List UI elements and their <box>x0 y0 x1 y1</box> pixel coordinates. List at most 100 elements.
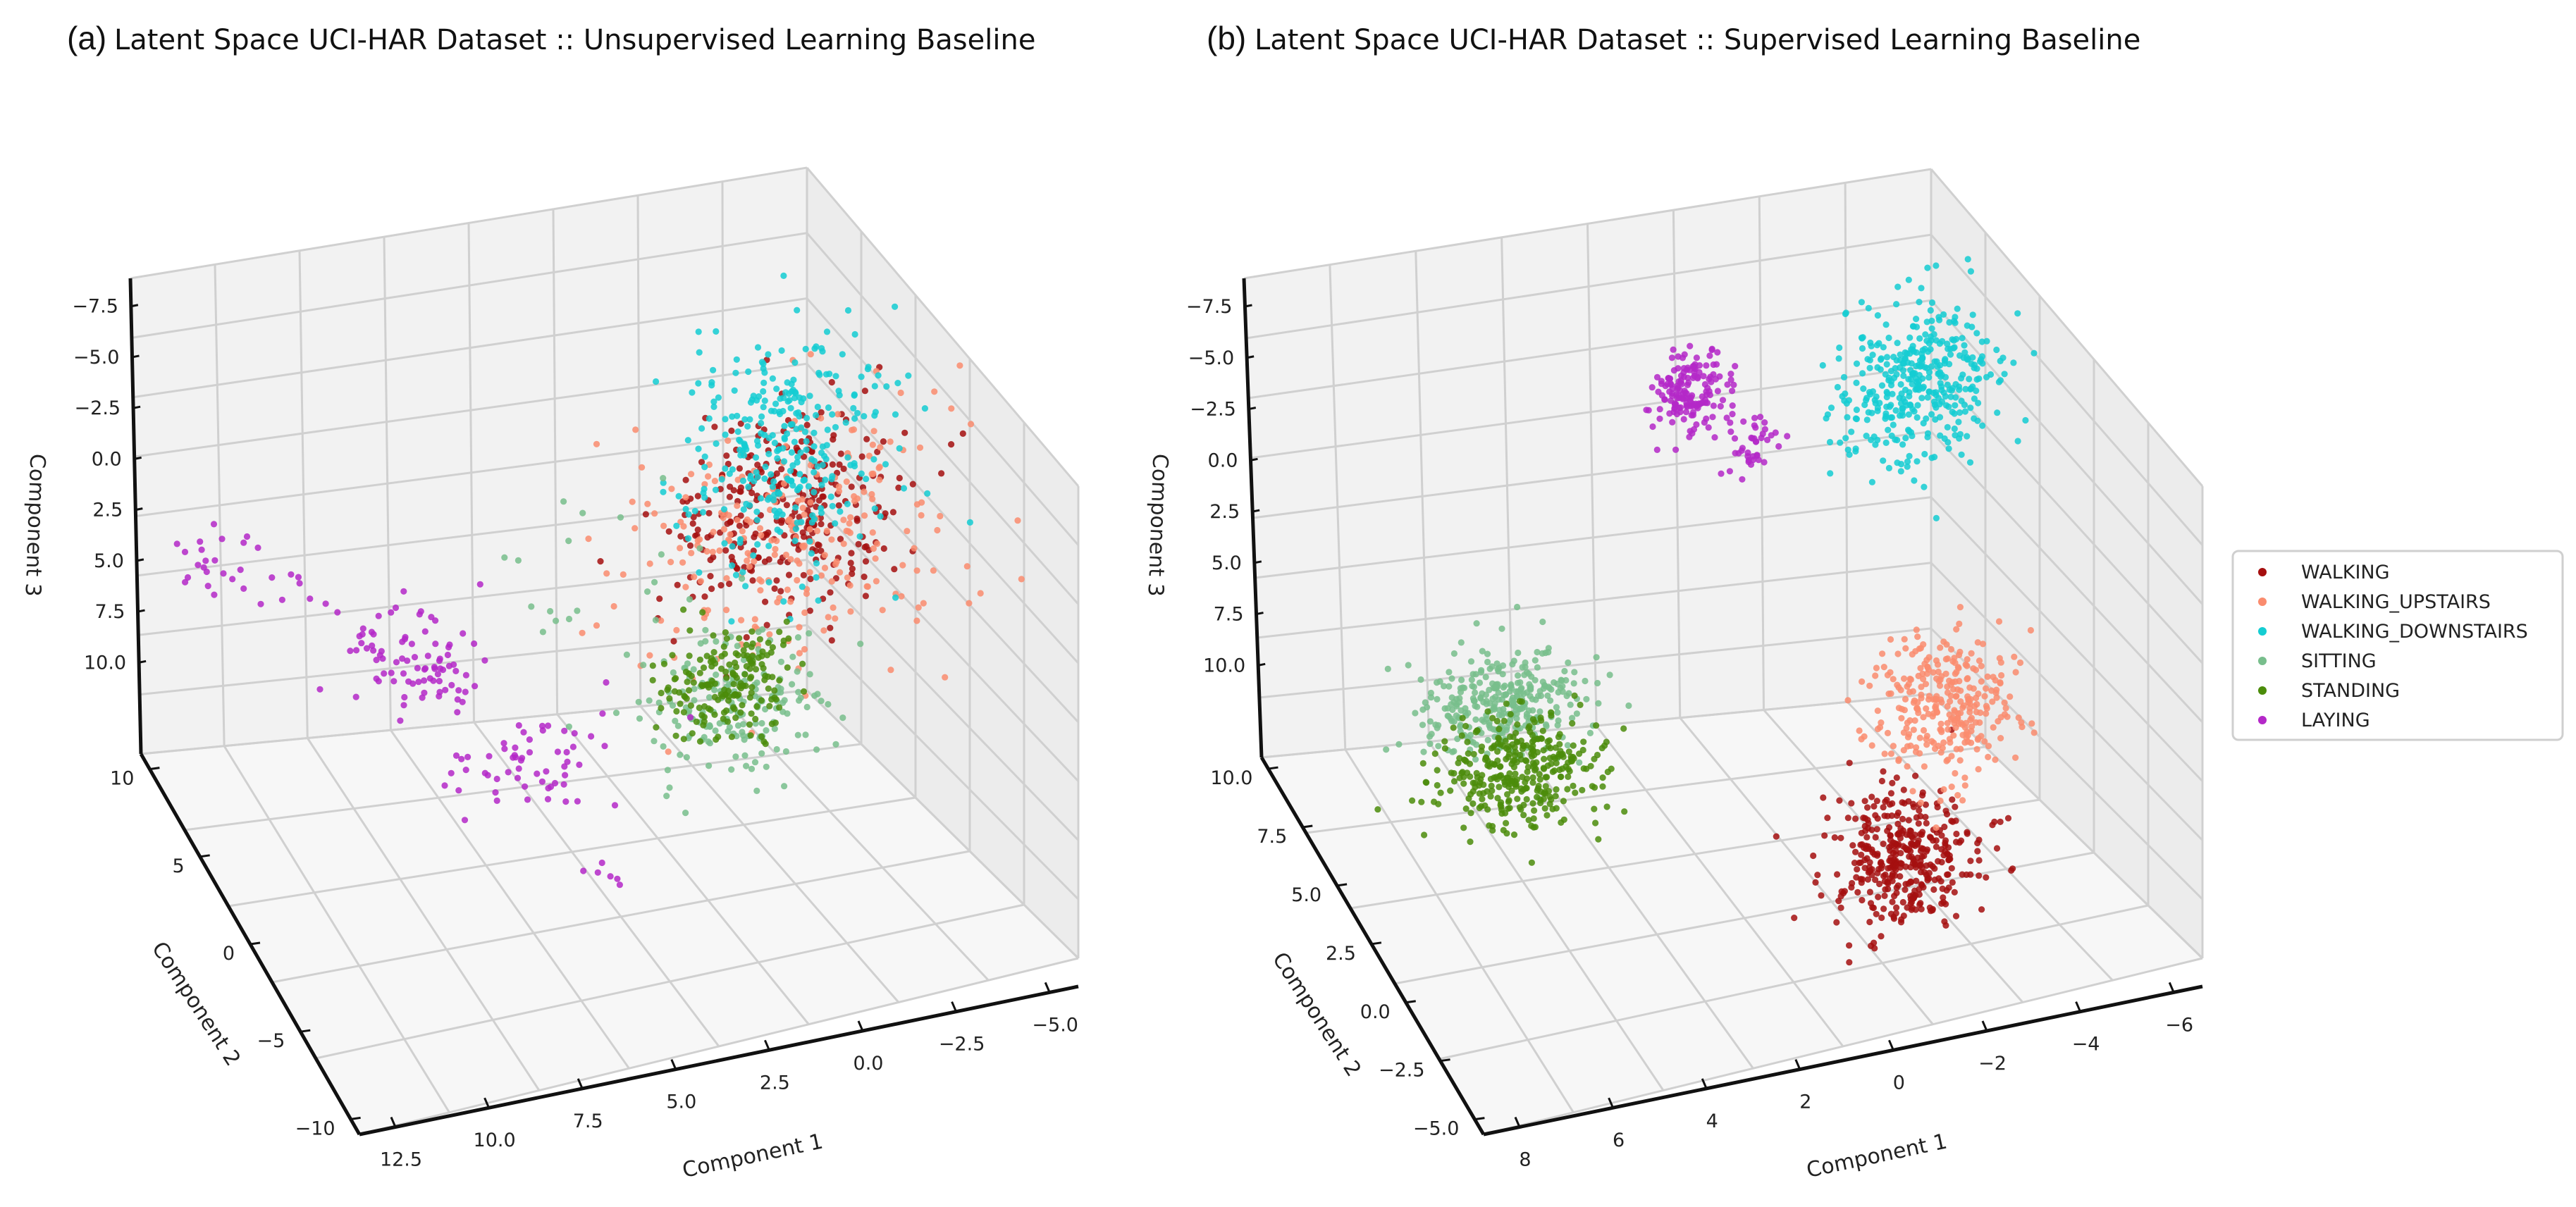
data-point <box>846 582 853 589</box>
data-point <box>2028 720 2035 727</box>
data-point <box>1901 800 1908 807</box>
data-point <box>829 461 836 468</box>
data-point <box>1501 682 1508 689</box>
data-point <box>722 431 729 438</box>
data-point <box>1719 397 1727 404</box>
data-point <box>1773 833 1780 840</box>
data-point <box>858 453 865 460</box>
data-point <box>1571 692 1578 700</box>
gridline <box>806 559 1080 841</box>
data-point <box>316 686 323 693</box>
data-point <box>543 768 550 775</box>
data-point <box>1866 868 1873 875</box>
y-tick-mark <box>1371 941 1382 946</box>
data-point <box>1620 725 1627 732</box>
data-point <box>1435 743 1442 750</box>
data-point <box>1912 892 1919 899</box>
data-point <box>956 362 963 369</box>
z-tick-label: 2.5 <box>92 500 123 521</box>
data-point <box>1709 414 1716 421</box>
data-point <box>787 522 795 529</box>
data-point <box>861 574 868 581</box>
data-point <box>1841 397 1848 404</box>
gridline <box>806 428 1080 724</box>
data-point <box>1464 769 1471 776</box>
data-point <box>1897 686 1904 694</box>
x-tick-label: 0 <box>1893 1072 1905 1094</box>
data-point <box>728 766 735 773</box>
data-point <box>740 506 747 513</box>
data-point <box>1409 797 1416 804</box>
data-point <box>1964 830 1971 837</box>
data-point <box>1667 380 1674 388</box>
data-point <box>1926 904 1933 911</box>
z-tick-label: 5.0 <box>1212 552 1242 574</box>
data-point <box>1859 678 1866 686</box>
data-point <box>796 483 803 490</box>
gridline <box>1930 168 2204 487</box>
data-point <box>731 705 738 712</box>
data-point <box>794 557 801 564</box>
data-point <box>891 566 898 573</box>
data-point <box>1885 334 1892 342</box>
data-point <box>1476 790 1483 797</box>
data-point <box>742 583 749 590</box>
data-point <box>1677 404 1684 411</box>
data-point <box>1937 432 1944 439</box>
data-point <box>1967 268 1974 275</box>
data-point <box>837 450 844 457</box>
data-point <box>816 371 823 378</box>
data-point <box>607 873 614 880</box>
data-point <box>1882 410 1890 417</box>
data-point <box>753 516 760 524</box>
data-point <box>1899 827 1906 834</box>
data-point <box>765 639 772 646</box>
data-point <box>454 696 461 703</box>
data-point <box>1983 874 1990 881</box>
data-point <box>1504 791 1511 798</box>
data-point <box>777 689 784 696</box>
data-point <box>818 509 825 516</box>
data-point <box>1887 836 1894 843</box>
data-point <box>1878 933 1885 940</box>
y-tick-mark <box>1440 1058 1450 1063</box>
data-point <box>417 608 424 615</box>
data-point <box>1944 655 1951 662</box>
data-point <box>1874 436 1881 444</box>
data-point <box>1525 817 1532 824</box>
data-point <box>760 388 767 395</box>
data-point <box>1961 402 1968 409</box>
data-point <box>1899 367 1907 374</box>
y-tick-mark <box>1474 1117 1485 1121</box>
data-point <box>358 640 365 647</box>
data-point <box>1761 459 1768 466</box>
data-point <box>913 617 920 624</box>
data-point <box>1467 658 1475 665</box>
data-point <box>390 678 398 685</box>
data-point <box>1674 385 1681 392</box>
data-point <box>696 349 703 356</box>
data-point <box>733 674 740 681</box>
data-point <box>761 475 768 483</box>
gridline <box>1344 748 1574 1113</box>
data-point <box>2014 310 2021 317</box>
data-point <box>748 683 756 691</box>
data-point <box>1516 705 1523 712</box>
data-point <box>1864 804 1871 811</box>
data-point <box>462 688 469 695</box>
data-point <box>1459 684 1466 691</box>
data-point <box>1909 688 1916 695</box>
data-point <box>741 416 748 423</box>
data-point <box>1484 650 1491 657</box>
data-point <box>646 560 653 567</box>
data-point <box>1928 299 1936 307</box>
data-point <box>892 303 899 310</box>
data-point <box>725 437 732 445</box>
data-point <box>2030 349 2038 357</box>
data-point <box>1514 796 1521 803</box>
data-point <box>1888 432 1895 440</box>
data-point <box>1705 424 1712 431</box>
data-point <box>1560 753 1567 760</box>
x-tick-mark <box>577 1078 584 1089</box>
